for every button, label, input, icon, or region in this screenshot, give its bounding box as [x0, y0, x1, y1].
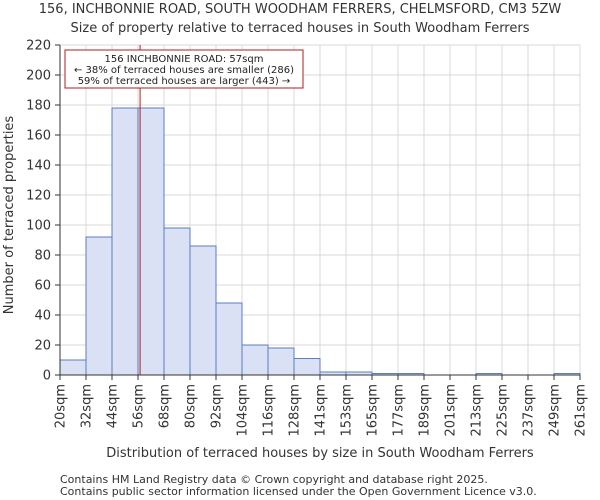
x-tick-label: 104sqm [236, 384, 251, 437]
annotation-line-larger: 59% of terraced houses are larger (443) … [78, 76, 291, 87]
chart-title-address: 156, INCHBONNIE ROAD, SOUTH WOODHAM FERR… [38, 2, 562, 17]
histogram-bar [59, 359, 87, 376]
y-tick-label: 60 [34, 279, 51, 294]
x-tick-label: 261sqm [574, 384, 589, 437]
annotation-line-smaller: ← 38% of terraced houses are smaller (28… [74, 65, 294, 76]
x-axis-label: Distribution of terraced houses by size … [106, 446, 534, 461]
histogram-bar [137, 107, 165, 376]
chart-subtitle: Size of property relative to terraced ho… [70, 21, 530, 36]
footer-licence: Contains public sector information licen… [60, 485, 537, 498]
y-tick-label: 0 [43, 369, 51, 384]
histogram-bar [293, 358, 321, 376]
y-tick-label: 120 [26, 189, 51, 204]
y-axis-label: Number of terraced properties [2, 116, 17, 315]
y-tick-label: 220 [26, 39, 51, 54]
y-tick-label: 20 [34, 339, 51, 354]
y-tick-label: 160 [26, 129, 51, 144]
x-tick-label: 201sqm [444, 384, 459, 437]
x-tick-label: 225sqm [496, 384, 511, 437]
x-tick-label: 249sqm [548, 384, 563, 437]
histogram-bar [111, 107, 139, 376]
x-tick-label: 92sqm [210, 384, 225, 428]
x-tick-label: 80sqm [184, 384, 199, 428]
x-tick-label: 116sqm [262, 384, 277, 437]
histogram-bar [215, 302, 243, 376]
histogram-bar [189, 245, 217, 376]
x-tick-label: 237sqm [522, 384, 537, 437]
x-tick-label: 165sqm [366, 384, 381, 437]
x-tick-label: 128sqm [288, 384, 303, 437]
y-tick-label: 80 [34, 249, 51, 264]
x-tick-label: 20sqm [54, 384, 69, 428]
x-tick-label: 141sqm [314, 384, 329, 437]
y-tick-label: 200 [26, 69, 51, 84]
x-tick-label: 177sqm [392, 384, 407, 437]
x-tick-label: 68sqm [158, 384, 173, 428]
x-tick-label: 44sqm [106, 384, 121, 428]
x-tick-label: 213sqm [470, 384, 485, 437]
x-tick-label: 153sqm [340, 384, 355, 437]
histogram-bar [267, 347, 295, 376]
x-tick-label: 56sqm [132, 384, 147, 428]
annotation-box: 156 INCHBONNIE ROAD: 57sqm← 38% of terra… [64, 49, 304, 89]
histogram-bar [85, 236, 113, 376]
histogram-bar [163, 227, 191, 376]
y-tick-label: 100 [26, 219, 51, 234]
y-tick-label: 40 [34, 309, 51, 324]
annotation-line-property: 156 INCHBONNIE ROAD: 57sqm [105, 54, 264, 65]
y-tick-label: 180 [26, 99, 51, 114]
annotation-border [64, 49, 304, 89]
x-tick-label: 189sqm [418, 384, 433, 437]
y-tick-label: 140 [26, 159, 51, 174]
x-tick-label: 32sqm [80, 384, 95, 428]
histogram-bar [241, 344, 269, 376]
footer-copyright: Contains HM Land Registry data © Crown c… [60, 473, 488, 486]
